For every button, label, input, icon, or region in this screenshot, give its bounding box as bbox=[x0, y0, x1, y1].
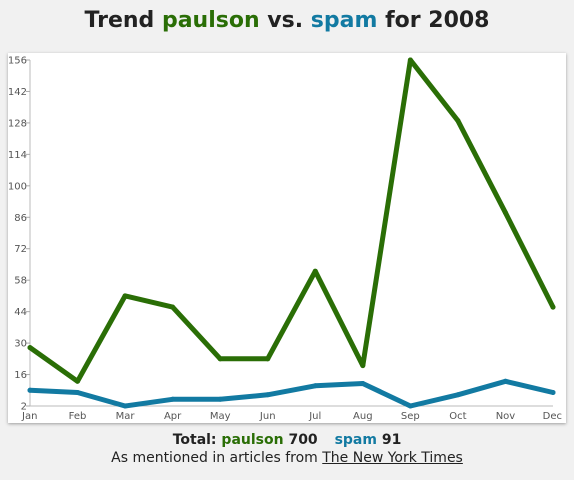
title-vs: vs. bbox=[267, 8, 304, 33]
y-tick-label: 114 bbox=[8, 150, 27, 161]
data-point-spam bbox=[265, 392, 271, 398]
total-paulson-value: 700 bbox=[288, 432, 318, 448]
data-point-paulson bbox=[75, 378, 81, 384]
x-tick-label: Oct bbox=[449, 411, 466, 422]
data-point-paulson bbox=[265, 356, 271, 362]
title-term-paulson: paulson bbox=[161, 8, 260, 33]
data-point-paulson bbox=[550, 304, 556, 310]
x-tick-label: Mar bbox=[116, 411, 136, 422]
data-point-paulson bbox=[312, 268, 318, 274]
y-tick-label: 58 bbox=[14, 276, 27, 287]
mention-text: As mentioned in articles from bbox=[111, 450, 318, 466]
data-point-spam bbox=[170, 396, 176, 402]
data-point-paulson bbox=[217, 356, 223, 362]
y-tick-label: 100 bbox=[8, 181, 27, 192]
series-line-paulson bbox=[27, 57, 556, 384]
total-label: Total: bbox=[172, 432, 217, 448]
title-prefix: Trend bbox=[84, 8, 155, 33]
y-tick-label: 2 bbox=[21, 402, 27, 413]
title-suffix: for 2008 bbox=[385, 8, 490, 33]
data-point-paulson bbox=[502, 210, 508, 216]
y-tick-label: 30 bbox=[14, 339, 27, 350]
y-tick-label: 128 bbox=[8, 118, 27, 129]
x-tick-label: Jan bbox=[21, 411, 37, 422]
source-line: As mentioned in articles from The New Yo… bbox=[0, 450, 574, 466]
chart-panel: 2 16 30 44 58 72 86 100 114 128 142 156 Jan Feb Mar Ap… bbox=[8, 53, 566, 423]
x-tick-label: Jul bbox=[308, 411, 321, 422]
y-tick-label: 72 bbox=[14, 244, 27, 255]
data-point-spam bbox=[502, 378, 508, 384]
data-point-paulson bbox=[455, 118, 461, 124]
data-point-paulson bbox=[360, 363, 366, 369]
data-point-paulson bbox=[170, 304, 176, 310]
x-tick-label: Jun bbox=[259, 411, 276, 422]
x-tick-label: Nov bbox=[496, 411, 516, 422]
trend-chart: 2 16 30 44 58 72 86 100 114 128 142 156 Jan Feb Mar Ap… bbox=[8, 56, 562, 423]
series-lines bbox=[27, 57, 556, 409]
data-point-spam bbox=[75, 390, 81, 396]
data-point-spam bbox=[122, 403, 128, 409]
x-tick-label: May bbox=[210, 411, 231, 422]
data-point-spam bbox=[217, 396, 223, 402]
data-point-spam bbox=[360, 381, 366, 387]
x-tick-label: Aug bbox=[353, 411, 373, 422]
total-term-paulson: paulson bbox=[221, 432, 284, 448]
x-tick-labels: Jan Feb Mar Apr May Jun Jul Aug Sep Oct Nov Dec bbox=[21, 411, 562, 422]
totals-line: Total: paulson 700 spam 91 bbox=[0, 432, 574, 448]
data-point-spam bbox=[27, 387, 33, 393]
data-point-spam bbox=[455, 392, 461, 398]
x-tick-label: Apr bbox=[164, 411, 182, 422]
title-term-spam: spam bbox=[310, 8, 378, 33]
data-point-spam bbox=[407, 403, 413, 409]
x-tick-label: Feb bbox=[69, 411, 87, 422]
y-tick-label: 16 bbox=[14, 370, 27, 381]
y-tick-label: 44 bbox=[14, 307, 27, 318]
x-tick-label: Dec bbox=[543, 411, 562, 422]
data-point-paulson bbox=[122, 293, 128, 299]
chart-title: Trend paulson vs. spam for 2008 bbox=[0, 4, 574, 38]
data-point-paulson bbox=[27, 345, 33, 351]
x-tick-label: Sep bbox=[401, 411, 420, 422]
total-term-spam: spam bbox=[334, 432, 377, 448]
y-tick-label: 156 bbox=[8, 56, 27, 67]
y-tick-labels: 2 16 30 44 58 72 86 100 114 128 142 156 bbox=[8, 56, 30, 413]
chart-axes bbox=[29, 60, 553, 407]
y-tick-label: 142 bbox=[8, 87, 27, 98]
data-point-spam bbox=[550, 390, 556, 396]
data-point-spam bbox=[312, 383, 318, 389]
series-line-spam bbox=[27, 378, 556, 409]
data-point-paulson bbox=[407, 57, 413, 63]
y-tick-label: 86 bbox=[14, 213, 27, 224]
total-spam-value: 91 bbox=[381, 432, 402, 448]
source-link[interactable]: The New York Times bbox=[322, 450, 463, 466]
